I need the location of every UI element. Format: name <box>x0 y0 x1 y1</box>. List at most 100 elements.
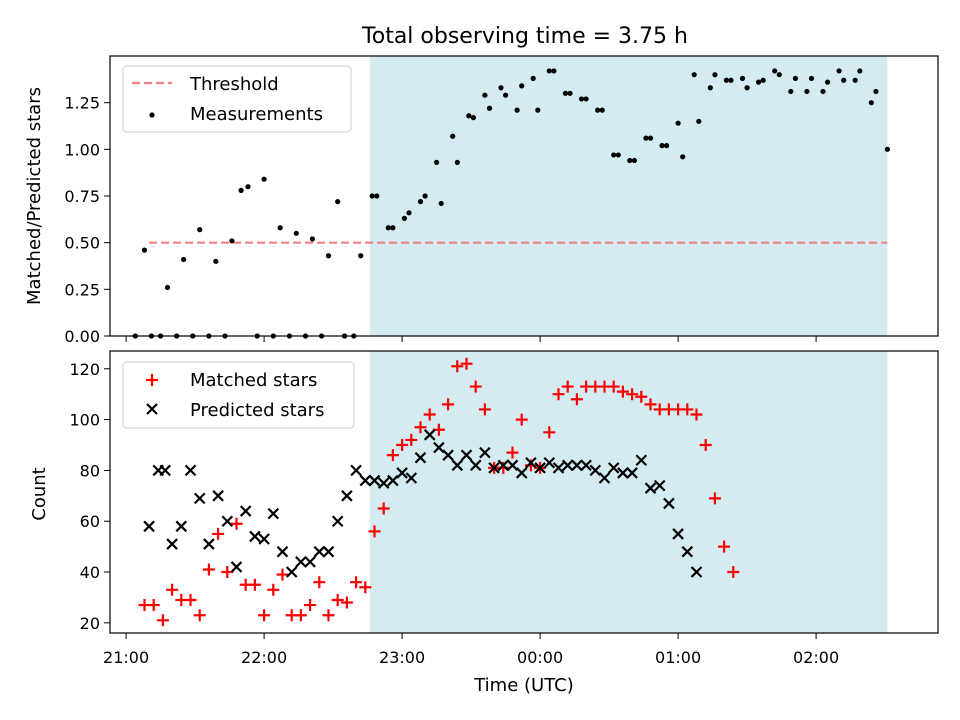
count-points <box>138 357 740 627</box>
predicted-point <box>672 528 684 540</box>
count-panel-y-label: Count <box>29 467 50 520</box>
measurement-point <box>438 200 444 207</box>
predicted-point <box>212 490 224 502</box>
matched-point <box>294 609 307 622</box>
matched-point <box>156 614 169 627</box>
count-panel-frame <box>109 350 939 634</box>
predicted-point <box>221 515 234 527</box>
ratio-legend-box <box>122 65 352 133</box>
measurement-point <box>385 225 391 231</box>
measurement-point <box>277 225 283 231</box>
measurement-point <box>599 107 605 113</box>
predicted-point <box>175 520 188 533</box>
measurement-point <box>841 77 847 83</box>
matched-point <box>635 390 648 403</box>
y-tick-label: 40 <box>80 563 100 582</box>
measurement-point <box>611 152 617 158</box>
measurement-point <box>647 135 654 141</box>
x-tick-label: 22:00 <box>241 648 287 667</box>
measurement-point <box>164 284 171 291</box>
predicted-point <box>414 451 427 464</box>
ratio-panel: 0.00 0.25 0.50 0.75 1.00 1.25 Matched/Predict… <box>24 55 939 346</box>
predicted-point <box>143 520 155 533</box>
predicted-point <box>341 490 353 502</box>
matched-point <box>258 609 271 622</box>
x-tick-label: 00:00 <box>517 648 563 667</box>
measurement-point <box>615 152 621 158</box>
measurement-point <box>514 107 520 113</box>
matched-point <box>460 357 473 370</box>
predicted-point <box>295 556 307 568</box>
measurement-point <box>309 236 315 242</box>
matched-point <box>561 380 574 393</box>
count-panel-y-ticks: 20 40 60 80 100 120 <box>69 360 110 633</box>
measurement-point <box>498 85 504 91</box>
matched-point <box>322 609 335 622</box>
measurement-point <box>792 75 799 81</box>
measurement-point <box>422 193 428 199</box>
x-tick-label: 21:00 <box>103 648 149 667</box>
measurement-point <box>884 146 891 152</box>
matched-point <box>396 439 409 451</box>
ratio-panel-x-ticks <box>125 336 817 342</box>
matched-point <box>221 566 234 579</box>
measurement-point <box>335 199 341 205</box>
predicted-point <box>663 497 675 510</box>
predicted-point <box>203 538 215 550</box>
measurement-point <box>470 115 476 121</box>
matched-point <box>276 568 289 581</box>
predicted-point <box>469 459 482 472</box>
y-tick-label: 100 <box>69 411 100 430</box>
predicted-point <box>267 507 280 520</box>
predicted-point <box>626 467 638 479</box>
measurement-point <box>293 230 299 236</box>
ratio-panel-shaded-window <box>369 56 888 336</box>
measurement-point <box>760 77 766 83</box>
measurement-point <box>229 238 235 244</box>
measurement-point <box>820 88 826 95</box>
ratio-legend: Threshold Measurements <box>122 65 352 133</box>
matched-point <box>616 385 629 398</box>
predicted-point <box>350 464 362 477</box>
matched-point <box>543 426 556 439</box>
y-tick-label: 80 <box>80 461 100 480</box>
matched-point <box>184 593 197 606</box>
matched-point <box>570 393 583 406</box>
measurement-point <box>450 133 456 139</box>
predicted-point <box>580 459 592 472</box>
measurement-point <box>728 77 734 83</box>
y-tick-label: 1.00 <box>64 140 100 159</box>
ratio-panel-y-ticks: 0.00 0.25 0.50 0.75 1.00 1.25 <box>64 94 110 346</box>
predicted-point <box>598 472 611 484</box>
predicted-point <box>387 474 399 487</box>
predicted-point <box>405 472 418 484</box>
x-tick-label: 23:00 <box>379 648 425 667</box>
predicted-point <box>653 479 666 492</box>
predicted-point <box>193 492 206 505</box>
measurement-point <box>578 96 585 102</box>
predicted-point <box>304 556 316 568</box>
measurement-point <box>562 90 569 96</box>
measurement-point <box>756 79 762 85</box>
predicted-point <box>534 462 546 474</box>
measurement-point <box>261 176 267 182</box>
measurement-point <box>627 157 633 164</box>
count-legend-box <box>122 361 355 429</box>
measurement-point <box>358 253 364 259</box>
measurement-point <box>723 77 730 83</box>
matched-point <box>202 563 215 576</box>
measurement-point <box>707 85 713 91</box>
matched-point <box>414 421 427 434</box>
measurement-point <box>519 83 525 89</box>
measurement-point <box>739 75 746 81</box>
matched-point <box>718 540 731 553</box>
measurement-point <box>804 88 810 95</box>
measurement-point <box>836 68 842 74</box>
measurement-point <box>141 247 148 253</box>
predicted-point <box>230 561 243 573</box>
measurement-point <box>567 90 573 96</box>
measurement-point <box>369 193 375 199</box>
measurement-point <box>551 68 557 74</box>
predicted-point <box>159 464 171 477</box>
measurement-point <box>486 105 493 111</box>
